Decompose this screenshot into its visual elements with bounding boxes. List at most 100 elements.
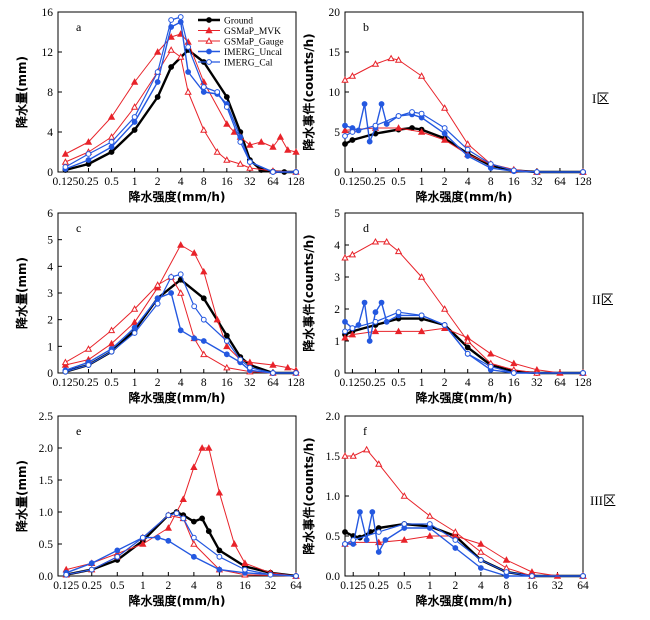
y-tick-label: 1 xyxy=(47,341,53,353)
data-point xyxy=(441,322,448,328)
data-point xyxy=(378,299,385,306)
data-point xyxy=(241,559,249,566)
data-point xyxy=(383,318,390,325)
x-tick-label: 16 xyxy=(508,176,520,188)
data-point xyxy=(114,553,121,560)
y-tick-label: 2.5 xyxy=(39,411,54,423)
data-point xyxy=(348,72,357,79)
data-point xyxy=(139,534,146,541)
data-point xyxy=(348,330,357,338)
x-tick-label: 8 xyxy=(488,377,494,389)
y-tick-label: 8 xyxy=(47,87,53,99)
data-point xyxy=(477,557,484,563)
plot-frame-c xyxy=(57,212,297,374)
x-tick-label: 4 xyxy=(465,176,471,188)
data-point xyxy=(372,309,379,316)
data-point xyxy=(293,573,299,579)
data-point xyxy=(61,158,70,165)
data-point xyxy=(84,345,93,352)
legend-label: GSMaP_Gauge xyxy=(224,38,284,48)
data-point xyxy=(246,364,253,371)
data-point xyxy=(223,120,231,127)
x-tick-label: 32 xyxy=(531,176,543,188)
data-point xyxy=(88,560,95,567)
data-point xyxy=(246,358,254,366)
panel-label: d xyxy=(363,221,369,235)
y-tick-label: 2.0 xyxy=(39,443,54,455)
x-tick-label: 0.5 xyxy=(104,176,119,188)
x-tick-label: 0.125 xyxy=(339,377,365,389)
data-point xyxy=(441,136,449,143)
data-point xyxy=(426,521,433,527)
data-point xyxy=(348,250,357,258)
data-point xyxy=(400,536,408,543)
plot-frame-e xyxy=(57,415,297,577)
x-tick-label: 1 xyxy=(419,377,425,389)
data-point xyxy=(464,146,471,153)
data-point xyxy=(177,241,185,248)
data-point xyxy=(200,84,207,90)
data-point xyxy=(383,237,391,245)
x-tick-label: 16 xyxy=(239,580,251,592)
data-point xyxy=(510,359,518,367)
x-tick-label: 16 xyxy=(508,377,520,389)
data-point xyxy=(366,338,373,344)
data-point xyxy=(154,94,161,100)
y-tick-label: 3 xyxy=(334,272,340,284)
data-point xyxy=(130,318,139,326)
data-point xyxy=(107,339,116,347)
x-tick-label: 0.125 xyxy=(339,176,365,188)
data-point xyxy=(503,569,510,575)
x-tick-label: 2 xyxy=(155,377,161,389)
data-point xyxy=(61,358,70,366)
data-point xyxy=(230,540,238,547)
series-line-imerg-uncal xyxy=(344,301,583,374)
x-tick-label: 32 xyxy=(244,176,256,188)
data-point xyxy=(342,318,348,325)
data-point xyxy=(464,350,471,357)
data-point xyxy=(130,305,139,312)
data-point xyxy=(223,363,231,371)
data-point xyxy=(487,161,494,167)
data-point xyxy=(200,295,207,302)
data-point xyxy=(510,370,517,376)
x-tick-label: 4 xyxy=(178,176,184,188)
x-axis-label: 降水强度(mm/h) xyxy=(129,593,226,608)
data-point xyxy=(246,141,254,148)
data-point xyxy=(154,281,162,288)
data-point xyxy=(477,540,485,547)
x-tick-label: 16 xyxy=(526,580,538,592)
panel-label: f xyxy=(363,424,367,438)
x-tick-label: 16 xyxy=(221,377,233,389)
data-point xyxy=(270,370,276,376)
data-point xyxy=(198,444,206,451)
data-point xyxy=(394,56,403,63)
data-point xyxy=(63,571,70,578)
legend-swatch-marker xyxy=(206,17,212,23)
data-point xyxy=(342,529,348,535)
data-point xyxy=(131,324,138,331)
data-point xyxy=(168,290,175,296)
data-point xyxy=(363,537,370,543)
y-tick-label: 15 xyxy=(329,47,341,59)
x-tick-label: 32 xyxy=(552,580,564,592)
x-tick-label: 1 xyxy=(419,176,425,188)
data-point xyxy=(88,566,95,573)
data-point xyxy=(107,326,116,334)
data-point xyxy=(200,267,208,275)
x-tick-label: 0.5 xyxy=(110,580,125,592)
data-point xyxy=(341,333,349,341)
data-point xyxy=(361,101,368,107)
y-tick-label: 0 xyxy=(334,368,340,380)
data-point xyxy=(510,167,517,174)
x-tick-label: 1 xyxy=(132,377,138,389)
data-point xyxy=(190,463,198,470)
data-point xyxy=(580,573,586,579)
x-tick-label: 0.25 xyxy=(365,377,385,389)
data-point xyxy=(394,247,403,255)
data-point xyxy=(441,125,448,131)
plot-frame-d xyxy=(344,212,584,374)
data-point xyxy=(177,53,185,60)
data-point xyxy=(223,104,230,110)
